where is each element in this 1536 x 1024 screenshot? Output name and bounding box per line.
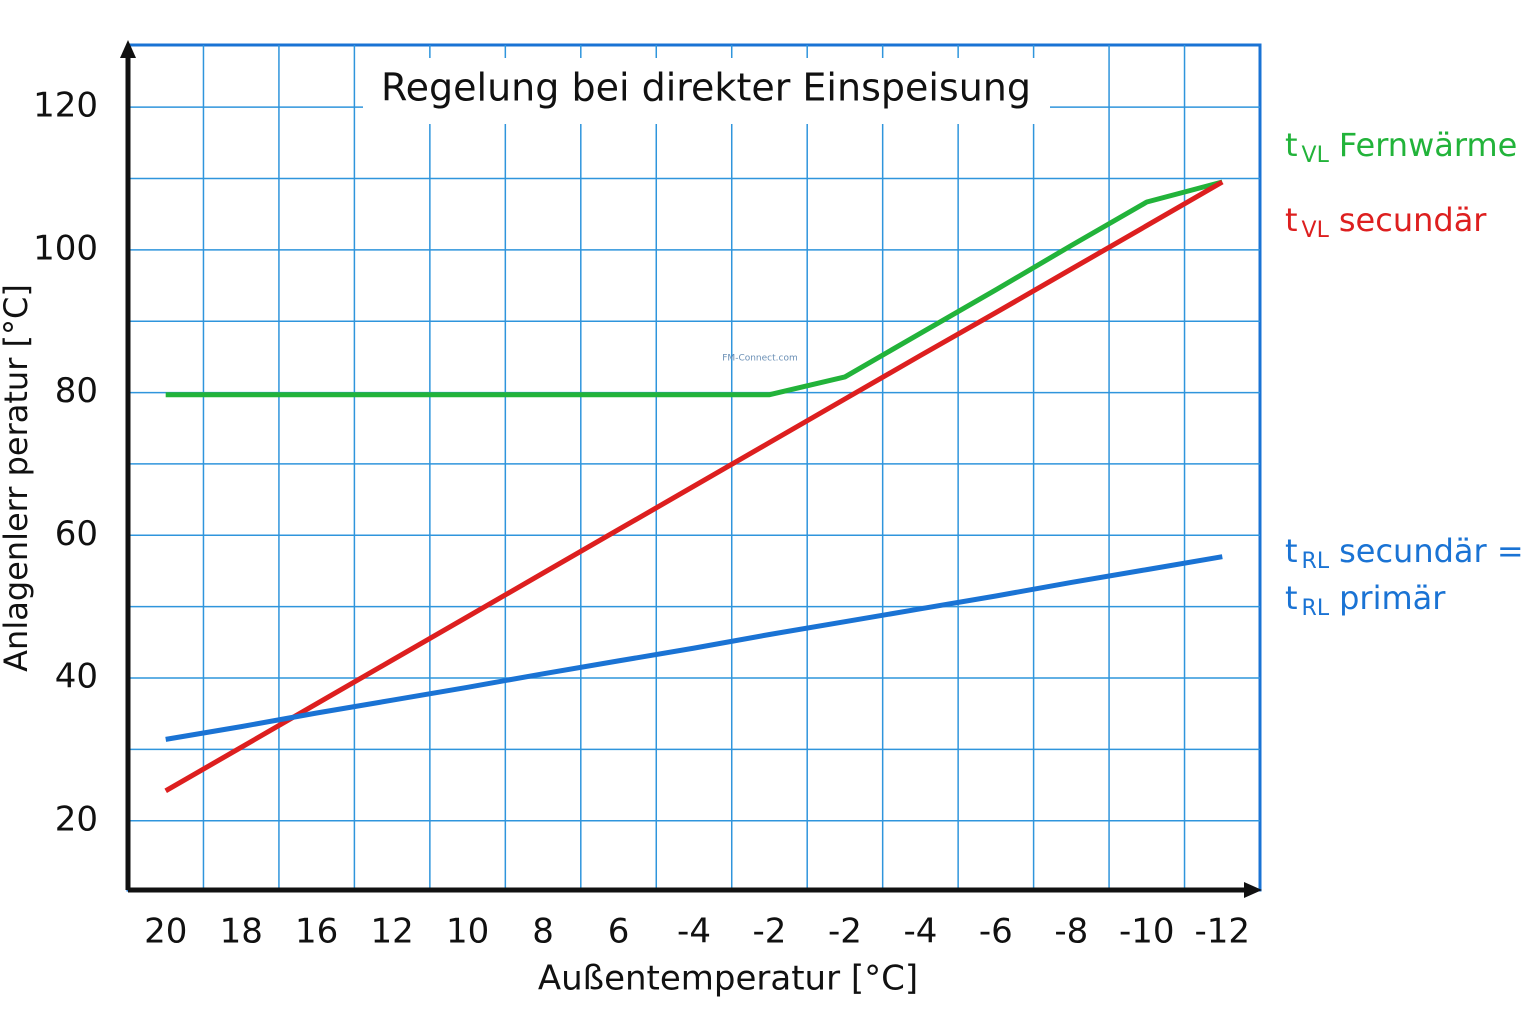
watermark: FM-Connect.com (722, 354, 798, 364)
y-tick-label: 20 (55, 799, 98, 839)
y-axis-label: Anlagenlerr peratur [°C] (0, 284, 35, 672)
legend-text: secundär = (1339, 532, 1524, 570)
x-tick-label: 20 (144, 912, 187, 952)
legend-main: t (1285, 532, 1298, 570)
y-tick-label: 80 (55, 371, 98, 411)
x-tick-label: 12 (371, 912, 414, 952)
x-tick-label: 18 (220, 912, 263, 952)
x-axis-label: Außentemperatur [°C] (538, 959, 918, 999)
x-tick-label: -8 (1054, 912, 1088, 952)
legend-label: t RL secundär = (1285, 532, 1524, 574)
x-tick-label: -4 (903, 912, 937, 952)
series-line (164, 179, 1224, 793)
x-tick-label: -10 (1119, 912, 1175, 952)
y-tick-label: 120 (33, 86, 98, 126)
legend-text: Fernwärme (1339, 126, 1517, 164)
legend-main: t (1285, 126, 1298, 164)
y-axis-arrow (120, 40, 136, 58)
legend-text: secundär (1339, 201, 1487, 239)
x-tick-label: -6 (979, 912, 1013, 952)
grid (128, 45, 1260, 890)
series-line (165, 554, 1223, 742)
title-box (363, 58, 1050, 124)
x-tick-label: -2 (828, 912, 862, 952)
y-tick-label: 100 (33, 228, 98, 268)
x-tick-label: 8 (532, 912, 554, 952)
legend-label: t VL Fernwärme (1285, 126, 1517, 168)
legend-sub: RL (1302, 596, 1330, 621)
legend-label: t VL secundär (1285, 201, 1487, 243)
chart-title: Regelung bei direkter Einspeisung (381, 66, 1031, 110)
labels: 20 40 60 80 100 120 20 18 16 12 10 8 6 -4 -2 -2 -4 -6 -8 -1… (33, 86, 1524, 952)
x-tick-label: 6 (608, 912, 630, 952)
legend-label: t RL primär (1285, 579, 1446, 621)
x-tick-label: 16 (295, 912, 338, 952)
legend-sub: VL (1302, 143, 1330, 168)
x-tick-label: -2 (753, 912, 787, 952)
series-line (165, 179, 1223, 398)
x-tick-label: 10 (446, 912, 489, 952)
legend-sub: RL (1302, 549, 1330, 574)
y-tick-label: 60 (55, 514, 98, 554)
x-tick-label: -4 (677, 912, 711, 952)
legend-text: primär (1339, 579, 1446, 617)
plot-frame (126, 43, 1262, 892)
legend-main: t (1285, 579, 1298, 617)
y-tick-label: 40 (55, 657, 98, 697)
x-tick-label: -12 (1194, 912, 1250, 952)
legend-main: t (1285, 201, 1298, 239)
x-axis-arrow (1244, 882, 1262, 898)
marks (164, 179, 1224, 793)
legend-sub: VL (1302, 218, 1330, 243)
